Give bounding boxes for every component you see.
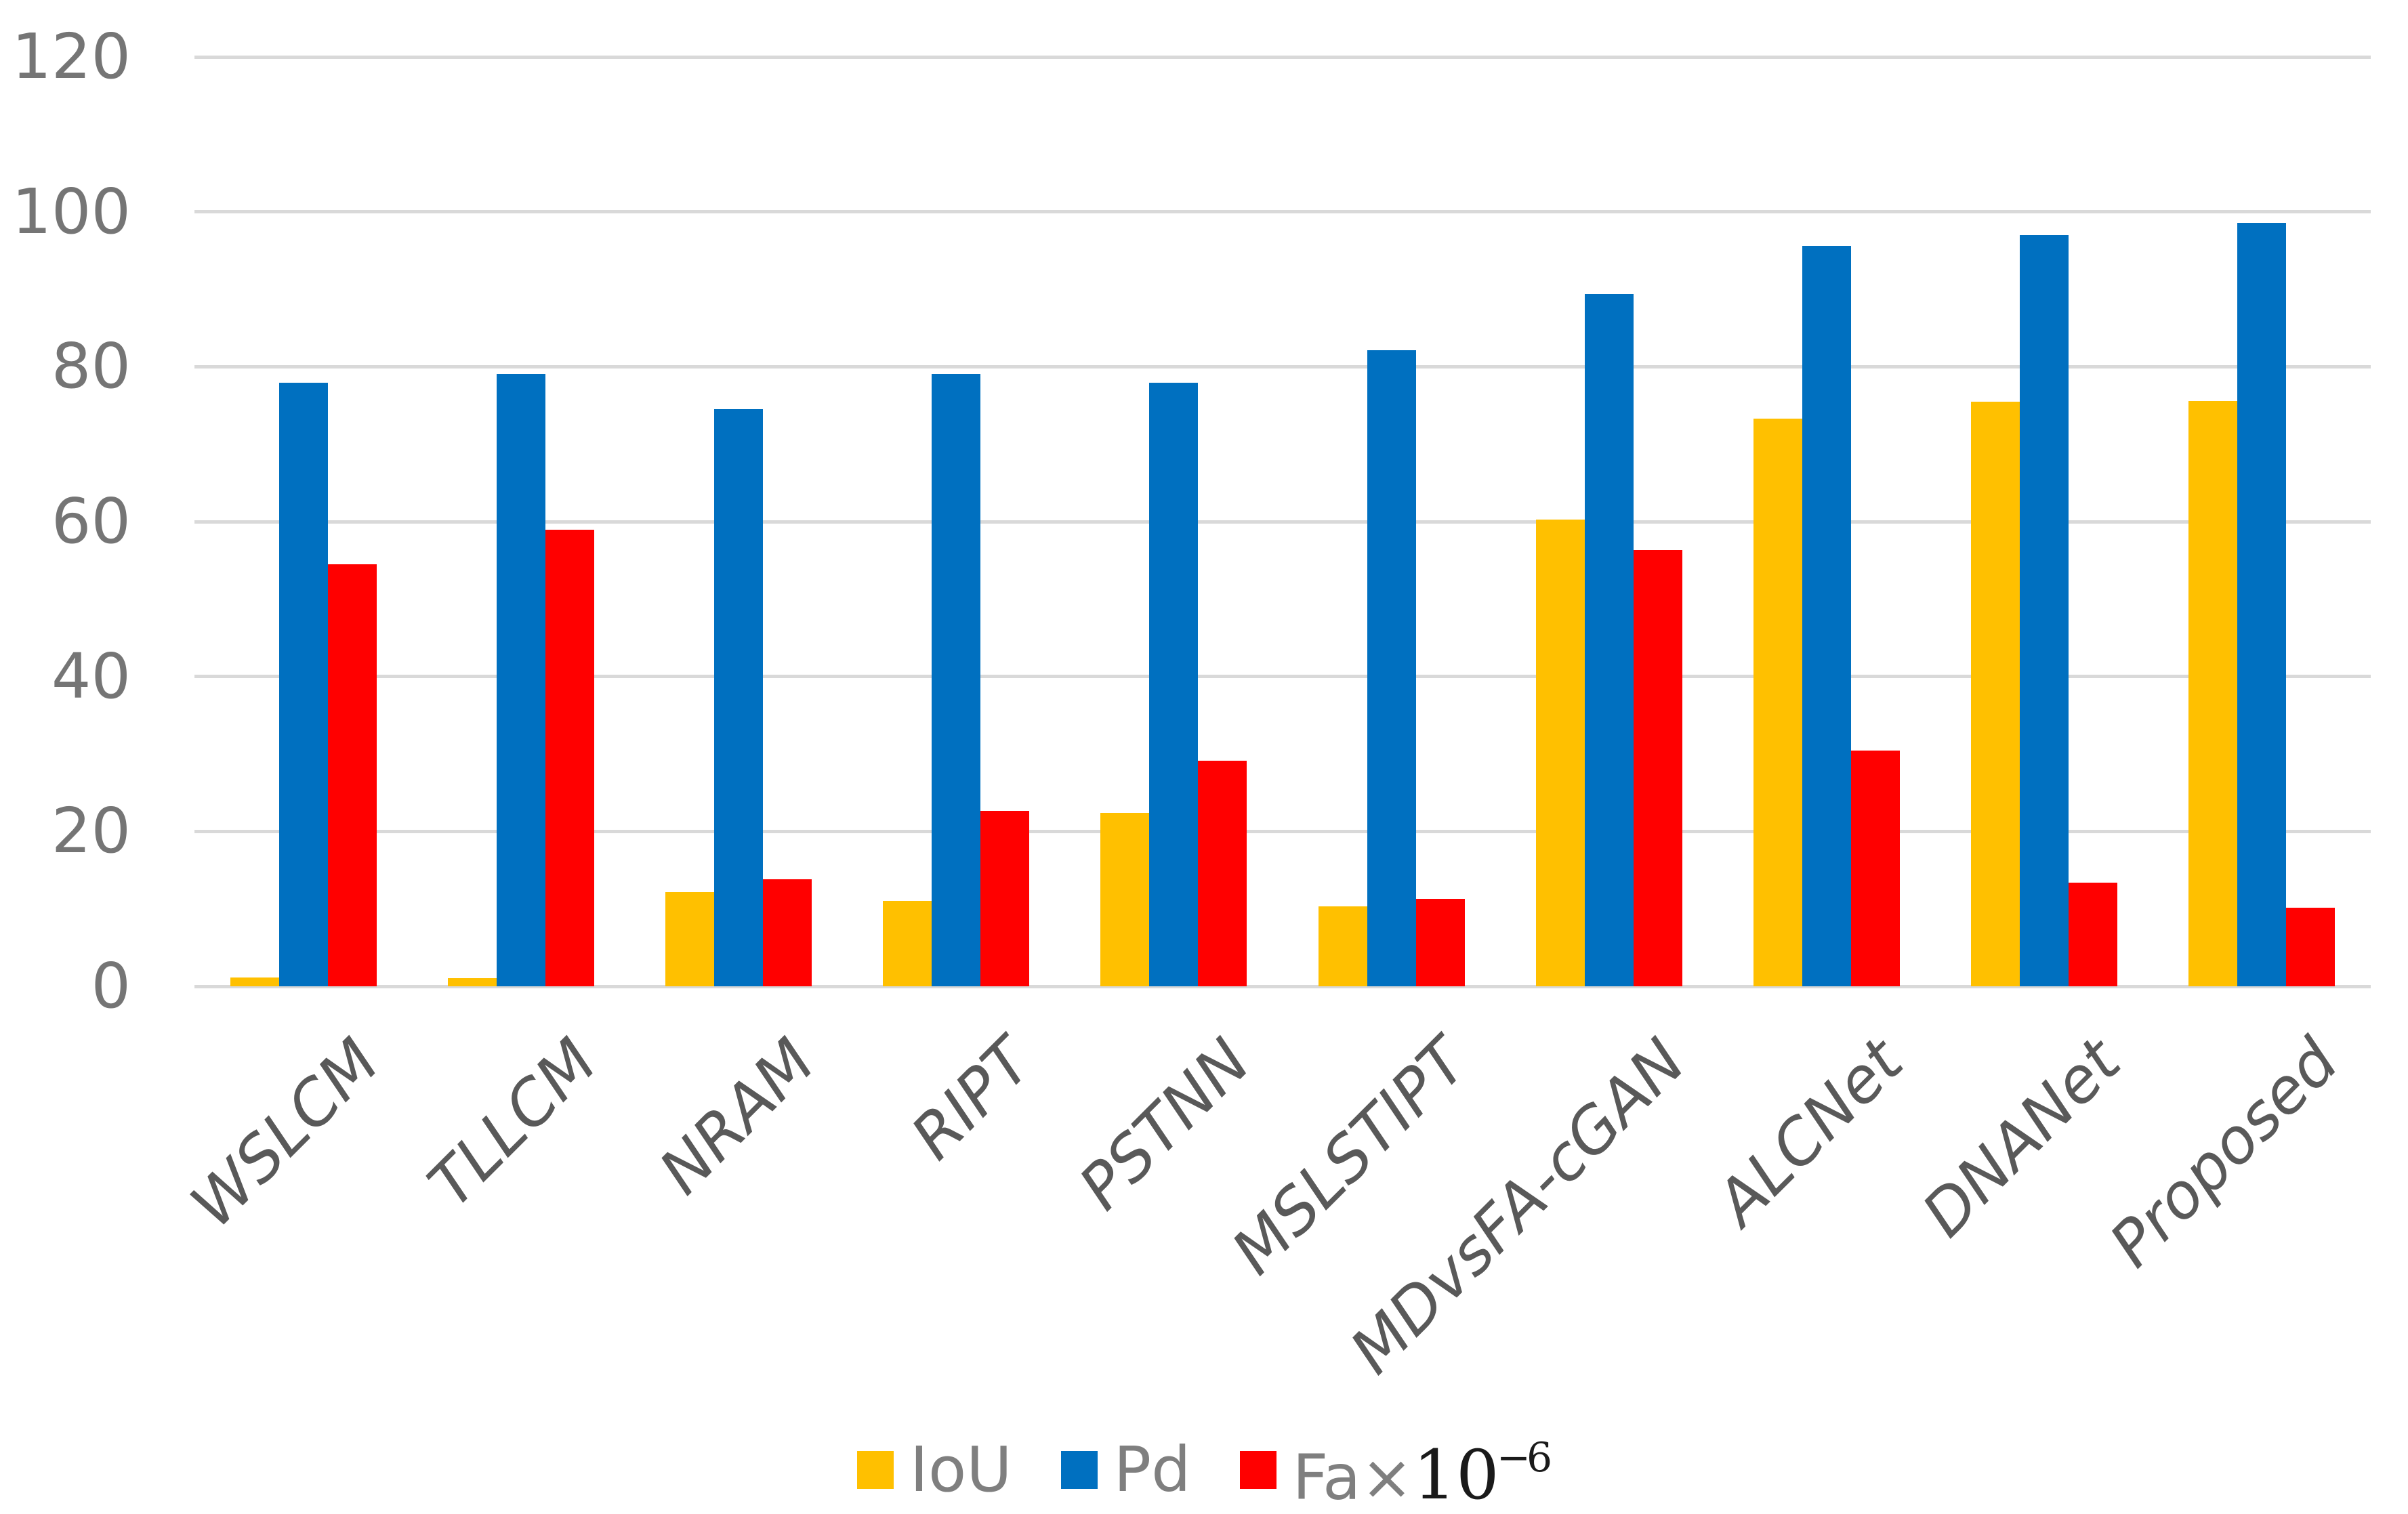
bar-fa-10-proposed [2286,907,2336,986]
bar-iou-mslstipt [1318,906,1367,986]
gridline-0 [194,984,2371,988]
bar-fa-10-tllcm [545,529,594,986]
bar-fa-10-nram [763,879,812,986]
legend: IoU Pd Fa×10−6 [0,1431,2408,1509]
y-axis-tick-label-0: 0 [91,950,131,1022]
y-axis-tick-label-20: 20 [51,795,131,868]
bar-pd-mdvsfa-cgan [1584,294,1634,986]
legend-label-fa: Fa×10−6 [1293,1431,1553,1509]
bar-pd-mslstipt [1367,350,1416,986]
bar-iou-mdvsfa-cgan [1535,519,1585,986]
bar-fa-10-alcnet [1851,750,1900,986]
y-axis-tick-label-100: 100 [12,175,131,248]
y-axis-tick-label-40: 40 [51,639,131,713]
y-axis-tick-label-80: 80 [51,330,131,403]
bar-pd-wslcm [278,382,328,986]
bar-fa-10-pstnn [1198,761,1247,986]
gridline-80 [194,364,2371,369]
bar-pd-pstnn [1149,382,1199,986]
legend-item-fa: Fa×10−6 [1239,1431,1553,1509]
x-axis-category-label-nram: NRAM [645,1025,829,1208]
bar-pd-alcnet [1802,246,1851,986]
legend-label-iou: IoU [909,1433,1012,1506]
bar-pd-ript [932,373,981,986]
y-axis-tick-label-120: 120 [12,20,131,93]
x-axis-category-label-wslcm: WSLCM [177,1025,394,1242]
legend-swatch-iou [856,1450,894,1489]
bar-iou-ript [883,900,932,986]
bar-iou-tllcm [447,978,497,986]
bar-iou-alcnet [1753,418,1802,986]
gridline-40 [194,675,2371,679]
bar-iou-nram [665,891,714,986]
y-axis-tick-label-60: 60 [51,485,131,558]
gridline-120 [194,55,2371,59]
legend-swatch-fa [1239,1450,1276,1489]
x-axis-category-label-ript: RIPT [898,1025,1047,1174]
legend-label-pd: Pd [1113,1433,1191,1506]
legend-label-exponent: 10−6 [1413,1434,1552,1514]
x-axis-category-label-alcnet: ALCNet [1702,1025,1917,1240]
bar-pd-proposed [2237,223,2287,986]
bar-fa-10-ript [980,811,1030,986]
bar-iou-pstnn [1100,812,1150,986]
legend-item-pd: Pd [1060,1433,1191,1506]
x-axis-category-label-tllcm: TLLCM [415,1025,611,1221]
bar-fa-10-wslcm [327,564,377,986]
gridline-60 [194,520,2371,524]
bar-pd-tllcm [496,373,545,986]
bar-fa-10-dnanet [2069,883,2118,986]
gridline-100 [194,210,2371,214]
bar-iou-wslcm [230,977,279,986]
legend-item-iou: IoU [856,1433,1012,1506]
bar-pd-nram [714,408,763,986]
bar-fa-10-mslstipt [1415,898,1465,986]
x-axis-category-label-dnanet: DNANet [1908,1025,2135,1251]
x-axis-category-label-proposed: Proposed [2096,1025,2352,1281]
legend-swatch-pd [1060,1450,1098,1489]
x-axis-category-label-pstnn: PSTNN [1064,1025,1264,1224]
bar-fa-10-mdvsfa-cgan [1633,549,1682,986]
bar-iou-proposed [2188,400,2238,986]
gridline-20 [194,829,2371,833]
bar-iou-dnanet [1971,401,2020,986]
bar-pd-dnanet [2020,235,2069,986]
